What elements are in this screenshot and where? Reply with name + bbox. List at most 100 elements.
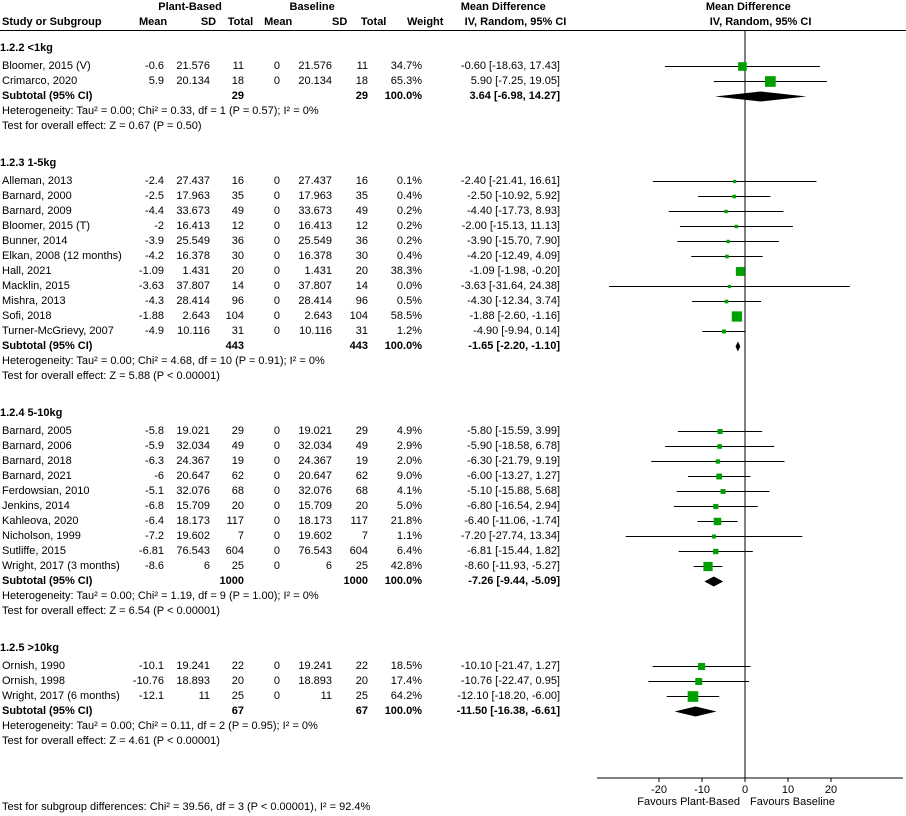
- pb-sd: 33.673: [176, 205, 210, 217]
- pb-total: 31: [231, 325, 244, 337]
- pb-mean: -5.9: [145, 440, 164, 452]
- favours-left-label: Favours Plant-Based: [637, 796, 740, 808]
- bl-sd: 16.378: [298, 250, 332, 262]
- ci-text: -3.63 [-31.64, 24.38]: [460, 280, 560, 292]
- pb-mean: -6.81: [138, 545, 164, 557]
- study-column-header: Study or Subgroup: [2, 16, 102, 28]
- bl-mean: 0: [273, 60, 280, 72]
- bl-sd: 16.413: [298, 220, 332, 232]
- study-row: Hall, 2021 -1.09 1.431 20 0 1.431 20 38.3% -1.09…: [0, 264, 906, 279]
- bl-total: 49: [355, 205, 368, 217]
- pb-sd: 18.893: [176, 675, 210, 687]
- bl-total: 49: [355, 440, 368, 452]
- pb-total: 604: [225, 545, 244, 557]
- pb-total: 49: [231, 205, 244, 217]
- pb-total: 29: [231, 425, 244, 437]
- study-name: Barnard, 2000: [2, 190, 72, 202]
- subgroup-label: 1.2.2 <1kg: [0, 41, 906, 56]
- ci-text: -5.90 [-18.58, 6.78]: [467, 440, 560, 452]
- heterogeneity-row: Heterogeneity: Tau² = 0.00; Chi² = 0.11,…: [0, 719, 906, 734]
- ci-text: -6.00 [-13.27, 1.27]: [467, 470, 560, 482]
- overall-effect-row: Test for overall effect: Z = 6.54 (P < 0…: [0, 604, 906, 619]
- weight-cell: 0.4%: [396, 190, 422, 202]
- table-header: Plant-Based Baseline Mean Difference Mea…: [0, 0, 906, 31]
- study-name: Barnard, 2009: [2, 205, 72, 217]
- subtotal-row: Subtotal (95% CI) 29 29 100.0% 3.64 [-6.98, …: [0, 89, 906, 104]
- weight-cell: 34.7%: [390, 60, 422, 72]
- bl-sd: 33.673: [298, 205, 332, 217]
- pb-mean: -0.6: [145, 60, 164, 72]
- subtotal-row: Subtotal (95% CI) 1000 1000 100.0% -7.26 [-9…: [0, 574, 906, 589]
- weight-cell: 1.2%: [396, 325, 422, 337]
- tick-label: 10: [782, 784, 794, 796]
- pb-total: 62: [231, 470, 244, 482]
- study-name: Sutliffe, 2015: [2, 545, 67, 557]
- pb-total: 443: [225, 340, 244, 352]
- pb-mean: -6: [154, 470, 164, 482]
- study-row: Kahleova, 2020 -6.4 18.173 117 0 18.173 117 21.…: [0, 514, 906, 529]
- subgroup-label-text: 1.2.5 >10kg: [0, 642, 60, 654]
- header-column-row: Study or Subgroup Mean SD Total Mean SD …: [0, 15, 906, 30]
- overall-effect-row: Test for overall effect: Z = 5.88 (P < 0…: [0, 369, 906, 384]
- subgroup-difference-note: Test for subgroup differences: Chi² = 39…: [2, 801, 371, 813]
- bl-total: 443: [349, 340, 368, 352]
- pb-mean: -1.09: [138, 265, 164, 277]
- pb-mean: [130, 339, 164, 354]
- bl-total: 25: [355, 560, 368, 572]
- pb-sd: [164, 574, 210, 589]
- ci-text: -8.60 [-11.93, -5.27]: [464, 560, 560, 572]
- bl-sd: 24.367: [298, 455, 332, 467]
- method-plot-header: IV, Random, 95% CI: [709, 16, 812, 28]
- pb-total: 68: [231, 485, 244, 497]
- pb-total: 20: [231, 500, 244, 512]
- tick-label: 0: [742, 784, 748, 796]
- ci-text: -1.65 [-2.20, -1.10]: [468, 340, 560, 352]
- study-row: Barnard, 2009 -4.4 33.673 49 0 33.673 49 0.2% -4…: [0, 204, 906, 219]
- bl-mean-header: Mean: [264, 16, 293, 28]
- bl-total: 35: [355, 190, 368, 202]
- pb-sd: 15.709: [176, 500, 210, 512]
- bl-total: 14: [355, 280, 368, 292]
- pb-total: 16: [231, 175, 244, 187]
- overall-effect-row-text: Test for overall effect: Z = 5.88 (P < 0…: [2, 370, 220, 382]
- weight-cell: 64.2%: [390, 690, 422, 702]
- study-row: Turner-McGrievy, 2007 -4.9 10.116 31 0 10.116…: [0, 324, 906, 339]
- tick-label: 20: [825, 784, 837, 796]
- pb-mean: [130, 574, 164, 589]
- heterogeneity-row: Heterogeneity: Tau² = 0.00; Chi² = 4.68,…: [0, 354, 906, 369]
- bl-sd: 76.543: [298, 545, 332, 557]
- pb-mean: -4.3: [145, 295, 164, 307]
- bl-mean: 0: [273, 530, 280, 542]
- ci-text: -10.76 [-22.47, 0.95]: [460, 675, 560, 687]
- pb-mean: -4.4: [145, 205, 164, 217]
- overall-effect-row: Test for overall effect: Z = 0.67 (P = 0…: [0, 119, 906, 134]
- heterogeneity-row-text: Heterogeneity: Tau² = 0.00; Chi² = 0.11,…: [2, 720, 318, 732]
- bl-total: 11: [356, 60, 368, 72]
- study-name: Barnard, 2005: [2, 425, 72, 437]
- bl-mean: 0: [273, 545, 280, 557]
- bl-mean: 0: [273, 515, 280, 527]
- ci-text: -6.30 [-21.79, 9.19]: [467, 455, 560, 467]
- bl-total: 67: [355, 705, 368, 717]
- bl-total-header: Total: [360, 16, 387, 28]
- study-row: Ornish, 1998 -10.76 18.893 20 0 18.893 20 17.4%…: [0, 674, 906, 689]
- bl-mean: 0: [273, 310, 280, 322]
- weight-cell: 18.5%: [390, 660, 422, 672]
- bl-sd: 32.034: [298, 440, 332, 452]
- effect-plot-header: Mean Difference: [705, 1, 791, 13]
- weight-header: Weight: [406, 16, 444, 28]
- study-name: Bloomer, 2015 (T): [2, 220, 91, 232]
- pb-mean: -12.1: [138, 690, 164, 702]
- study-row: Jenkins, 2014 -6.8 15.709 20 0 15.709 20 5.0% -6…: [0, 499, 906, 514]
- header-spacer: [0, 0, 130, 15]
- ci-text: 5.90 [-7.25, 19.05]: [470, 75, 560, 87]
- study-row: Sutliffe, 2015 -6.81 76.543 604 0 76.543 604 6.…: [0, 544, 906, 559]
- pb-mean: -1.88: [138, 310, 164, 322]
- weight-cell: 0.2%: [396, 235, 422, 247]
- study-row: Ferdowsian, 2010 -5.1 32.076 68 0 32.076 68 4.1…: [0, 484, 906, 499]
- study-row: Barnard, 2000 -2.5 17.963 35 0 17.963 35 0.4% -2…: [0, 189, 906, 204]
- overall-effect-row-text: Test for overall effect: Z = 4.61 (P < 0…: [2, 735, 220, 747]
- study-name: Subtotal (95% CI): [2, 705, 93, 717]
- bl-mean: [244, 704, 280, 719]
